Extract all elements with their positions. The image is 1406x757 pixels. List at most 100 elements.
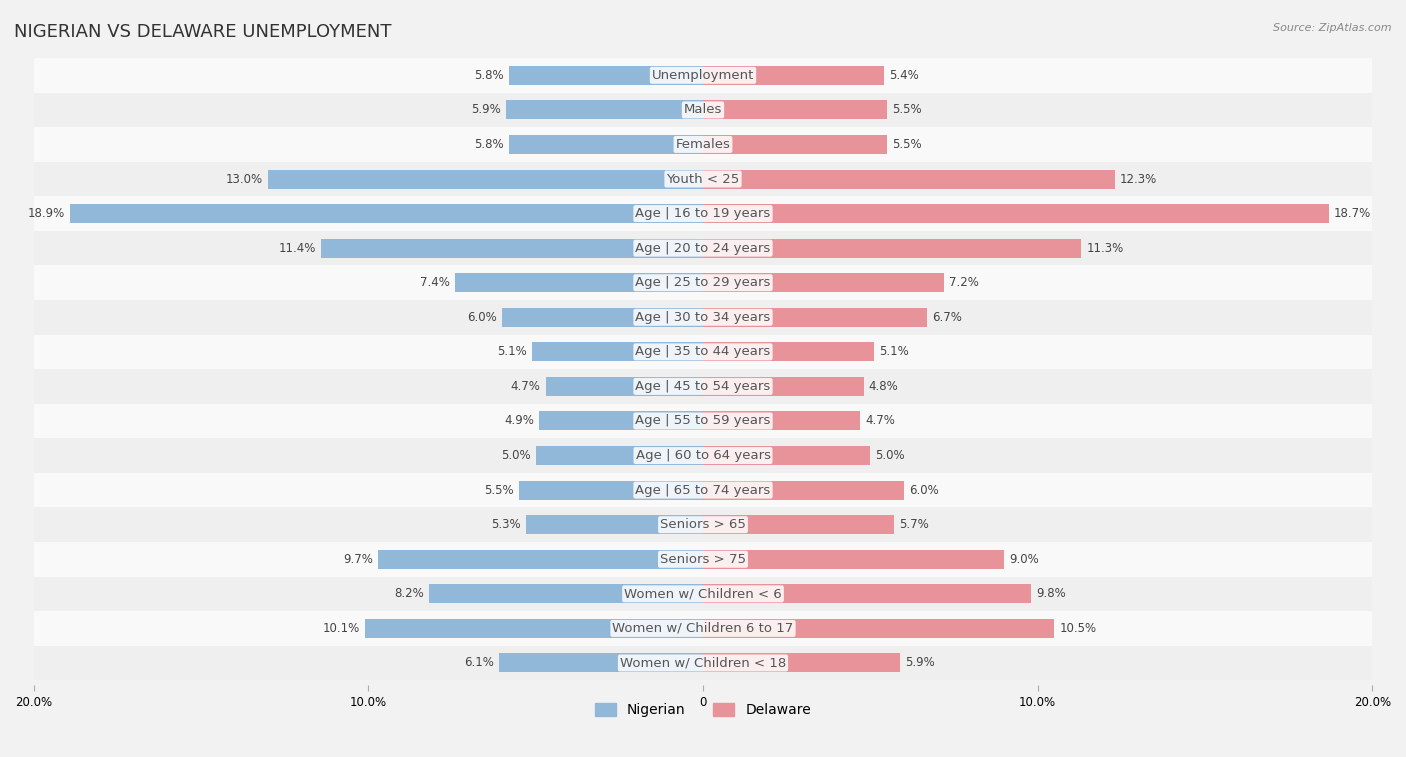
Text: Age | 55 to 59 years: Age | 55 to 59 years (636, 415, 770, 428)
Text: 5.5%: 5.5% (893, 138, 922, 151)
Bar (322, 238, 703, 257)
Legend: Nigerian, Delaware: Nigerian, Delaware (589, 698, 817, 723)
Bar (703, 273, 943, 292)
Text: Age | 45 to 54 years: Age | 45 to 54 years (636, 380, 770, 393)
Text: 5.1%: 5.1% (498, 345, 527, 358)
Text: 11.3%: 11.3% (1087, 241, 1123, 254)
Text: 4.9%: 4.9% (505, 415, 534, 428)
Text: 5.8%: 5.8% (474, 138, 503, 151)
Text: 5.0%: 5.0% (501, 449, 530, 462)
Text: 7.4%: 7.4% (420, 276, 450, 289)
Text: 18.7%: 18.7% (1334, 207, 1371, 220)
Bar (378, 550, 703, 569)
Text: 4.7%: 4.7% (865, 415, 896, 428)
Bar (519, 481, 703, 500)
Bar (703, 308, 928, 327)
Bar (703, 342, 873, 361)
Text: 6.0%: 6.0% (908, 484, 939, 497)
Text: 18.9%: 18.9% (28, 207, 65, 220)
Bar (502, 308, 703, 327)
Bar (536, 446, 703, 465)
Text: 4.7%: 4.7% (510, 380, 541, 393)
Bar (429, 584, 703, 603)
Bar (703, 238, 1081, 257)
Text: Seniors > 65: Seniors > 65 (659, 519, 747, 531)
Bar (703, 619, 1054, 638)
Bar (506, 101, 703, 120)
Text: Source: ZipAtlas.com: Source: ZipAtlas.com (1274, 23, 1392, 33)
Text: 12.3%: 12.3% (1119, 173, 1157, 185)
Text: 5.3%: 5.3% (491, 519, 520, 531)
Bar (34, 403, 1372, 438)
Bar (34, 646, 1372, 681)
Bar (703, 66, 884, 85)
Text: Unemployment: Unemployment (652, 69, 754, 82)
Text: 6.1%: 6.1% (464, 656, 494, 669)
Bar (34, 438, 1372, 473)
Text: Age | 16 to 19 years: Age | 16 to 19 years (636, 207, 770, 220)
Text: 9.8%: 9.8% (1036, 587, 1066, 600)
Text: 5.7%: 5.7% (898, 519, 928, 531)
Text: Women w/ Children < 18: Women w/ Children < 18 (620, 656, 786, 669)
Text: 5.9%: 5.9% (471, 104, 501, 117)
Text: 5.1%: 5.1% (879, 345, 908, 358)
Bar (34, 300, 1372, 335)
Text: Age | 60 to 64 years: Age | 60 to 64 years (636, 449, 770, 462)
Text: Youth < 25: Youth < 25 (666, 173, 740, 185)
Text: Age | 25 to 29 years: Age | 25 to 29 years (636, 276, 770, 289)
Bar (34, 507, 1372, 542)
Bar (703, 653, 900, 672)
Bar (70, 204, 703, 223)
Bar (34, 127, 1372, 162)
Bar (456, 273, 703, 292)
Bar (34, 369, 1372, 403)
Text: 5.5%: 5.5% (484, 484, 513, 497)
Text: 13.0%: 13.0% (226, 173, 263, 185)
Bar (703, 170, 1115, 188)
Bar (509, 66, 703, 85)
Bar (34, 231, 1372, 266)
Bar (703, 204, 1329, 223)
Bar (34, 92, 1372, 127)
Text: 5.0%: 5.0% (876, 449, 905, 462)
Text: 11.4%: 11.4% (278, 241, 316, 254)
Text: 5.9%: 5.9% (905, 656, 935, 669)
Bar (703, 412, 860, 431)
Bar (366, 619, 703, 638)
Bar (34, 266, 1372, 300)
Bar (538, 412, 703, 431)
Bar (34, 577, 1372, 611)
Bar (703, 481, 904, 500)
Text: 8.2%: 8.2% (394, 587, 423, 600)
Text: 10.5%: 10.5% (1060, 622, 1097, 635)
Text: Males: Males (683, 104, 723, 117)
Bar (34, 542, 1372, 577)
Bar (703, 516, 894, 534)
Bar (526, 516, 703, 534)
Text: Age | 65 to 74 years: Age | 65 to 74 years (636, 484, 770, 497)
Bar (533, 342, 703, 361)
Bar (509, 135, 703, 154)
Text: Women w/ Children 6 to 17: Women w/ Children 6 to 17 (613, 622, 793, 635)
Text: Age | 35 to 44 years: Age | 35 to 44 years (636, 345, 770, 358)
Bar (703, 135, 887, 154)
Text: 5.4%: 5.4% (889, 69, 918, 82)
Bar (546, 377, 703, 396)
Text: 7.2%: 7.2% (949, 276, 979, 289)
Text: 10.1%: 10.1% (322, 622, 360, 635)
Text: 6.7%: 6.7% (932, 311, 962, 324)
Text: Seniors > 75: Seniors > 75 (659, 553, 747, 565)
Bar (34, 335, 1372, 369)
Text: 9.7%: 9.7% (343, 553, 374, 565)
Bar (34, 162, 1372, 196)
Bar (499, 653, 703, 672)
Bar (34, 611, 1372, 646)
Bar (703, 377, 863, 396)
Text: Age | 20 to 24 years: Age | 20 to 24 years (636, 241, 770, 254)
Bar (703, 584, 1031, 603)
Text: 6.0%: 6.0% (467, 311, 498, 324)
Bar (34, 196, 1372, 231)
Bar (34, 473, 1372, 507)
Text: 5.8%: 5.8% (474, 69, 503, 82)
Text: 9.0%: 9.0% (1010, 553, 1039, 565)
